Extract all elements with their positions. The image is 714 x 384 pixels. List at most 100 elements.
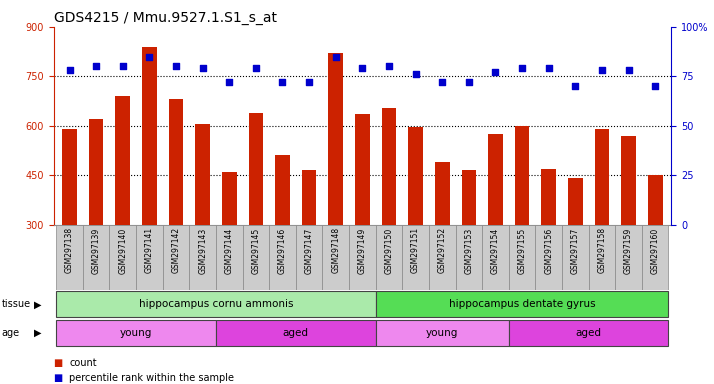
Text: GSM297138: GSM297138 bbox=[65, 227, 74, 273]
Text: GSM297156: GSM297156 bbox=[544, 227, 553, 273]
Bar bbox=[56, 320, 216, 346]
Bar bbox=[302, 170, 316, 225]
Point bbox=[223, 79, 235, 85]
Text: GSM297159: GSM297159 bbox=[624, 227, 633, 273]
Point bbox=[64, 67, 75, 73]
Point bbox=[330, 53, 341, 60]
Point bbox=[650, 83, 661, 89]
Bar bbox=[509, 225, 536, 290]
Text: tissue: tissue bbox=[1, 299, 31, 310]
Point bbox=[516, 65, 528, 71]
Bar bbox=[429, 225, 456, 290]
Bar bbox=[216, 225, 243, 290]
Bar bbox=[595, 129, 609, 225]
Bar bbox=[62, 129, 77, 225]
Bar bbox=[89, 119, 104, 225]
Bar bbox=[269, 225, 296, 290]
Text: count: count bbox=[69, 358, 97, 368]
Bar bbox=[355, 114, 370, 225]
Text: percentile rank within the sample: percentile rank within the sample bbox=[69, 373, 234, 383]
Bar bbox=[615, 225, 642, 290]
Bar bbox=[109, 225, 136, 290]
Bar bbox=[216, 320, 376, 346]
Text: GSM297157: GSM297157 bbox=[570, 227, 580, 273]
Bar bbox=[328, 53, 343, 225]
Bar bbox=[296, 225, 323, 290]
Text: aged: aged bbox=[283, 328, 308, 338]
Text: ▶: ▶ bbox=[34, 328, 42, 338]
Bar bbox=[461, 170, 476, 225]
Point bbox=[144, 53, 155, 60]
Point bbox=[197, 65, 208, 71]
Bar bbox=[482, 225, 509, 290]
Bar bbox=[588, 225, 615, 290]
Bar bbox=[349, 225, 376, 290]
Text: GDS4215 / Mmu.9527.1.S1_s_at: GDS4215 / Mmu.9527.1.S1_s_at bbox=[54, 11, 276, 25]
Bar bbox=[248, 113, 263, 225]
Point bbox=[171, 63, 182, 70]
Bar bbox=[648, 175, 663, 225]
Text: GSM297147: GSM297147 bbox=[305, 227, 313, 273]
Bar bbox=[435, 162, 450, 225]
Text: aged: aged bbox=[575, 328, 602, 338]
Bar bbox=[382, 108, 396, 225]
Text: hippocampus dentate gyrus: hippocampus dentate gyrus bbox=[449, 299, 595, 310]
Bar bbox=[408, 127, 423, 225]
Bar bbox=[456, 225, 482, 290]
Text: GSM297151: GSM297151 bbox=[411, 227, 420, 273]
Bar bbox=[56, 225, 83, 290]
Bar bbox=[621, 136, 636, 225]
Point bbox=[570, 83, 581, 89]
Text: GSM297158: GSM297158 bbox=[598, 227, 606, 273]
Bar bbox=[136, 225, 163, 290]
Bar bbox=[488, 134, 503, 225]
Bar bbox=[509, 320, 668, 346]
Text: GSM297150: GSM297150 bbox=[384, 227, 393, 273]
Point bbox=[383, 63, 395, 70]
Bar bbox=[536, 225, 562, 290]
Point bbox=[91, 63, 102, 70]
Bar bbox=[402, 225, 429, 290]
Bar bbox=[376, 320, 509, 346]
Text: young: young bbox=[426, 328, 458, 338]
Bar bbox=[642, 225, 668, 290]
Bar bbox=[196, 124, 210, 225]
Text: GSM297139: GSM297139 bbox=[91, 227, 101, 273]
Point bbox=[277, 79, 288, 85]
Point bbox=[356, 65, 368, 71]
Text: GSM297153: GSM297153 bbox=[464, 227, 473, 273]
Text: GSM297144: GSM297144 bbox=[225, 227, 233, 273]
Text: young: young bbox=[120, 328, 152, 338]
Text: GSM297149: GSM297149 bbox=[358, 227, 367, 273]
Bar bbox=[323, 225, 349, 290]
Bar bbox=[376, 291, 668, 317]
Text: hippocampus cornu ammonis: hippocampus cornu ammonis bbox=[139, 299, 293, 310]
Bar bbox=[568, 179, 583, 225]
Bar bbox=[222, 172, 236, 225]
Bar bbox=[83, 225, 109, 290]
Text: ■: ■ bbox=[54, 358, 63, 368]
Text: GSM297152: GSM297152 bbox=[438, 227, 447, 273]
Text: GSM297154: GSM297154 bbox=[491, 227, 500, 273]
Bar bbox=[116, 96, 130, 225]
Point bbox=[543, 65, 554, 71]
Text: GSM297141: GSM297141 bbox=[145, 227, 154, 273]
Bar bbox=[376, 225, 402, 290]
Point bbox=[436, 79, 448, 85]
Point bbox=[596, 67, 608, 73]
Bar bbox=[541, 169, 556, 225]
Bar bbox=[562, 225, 588, 290]
Text: GSM297155: GSM297155 bbox=[518, 227, 527, 273]
Point bbox=[303, 79, 315, 85]
Text: GSM297146: GSM297146 bbox=[278, 227, 287, 273]
Text: GSM297140: GSM297140 bbox=[119, 227, 127, 273]
Bar bbox=[142, 46, 156, 225]
Text: ■: ■ bbox=[54, 373, 63, 383]
Point bbox=[463, 79, 475, 85]
Point bbox=[410, 71, 421, 78]
Bar bbox=[189, 225, 216, 290]
Text: GSM297142: GSM297142 bbox=[171, 227, 181, 273]
Text: ▶: ▶ bbox=[34, 299, 42, 310]
Bar bbox=[163, 225, 189, 290]
Text: GSM297145: GSM297145 bbox=[251, 227, 261, 273]
